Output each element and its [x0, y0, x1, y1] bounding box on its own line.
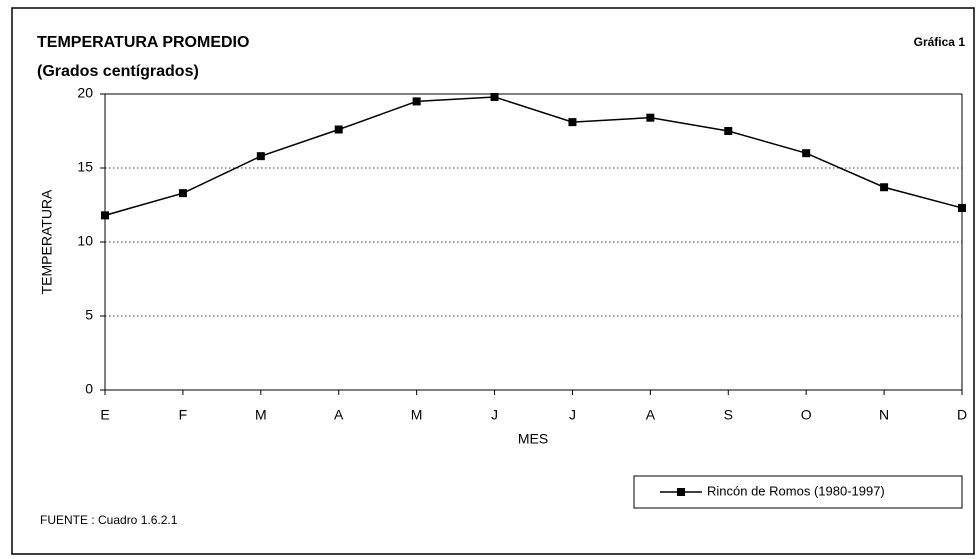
y-tick-label: 10: [77, 233, 93, 249]
x-tick-label: M: [255, 407, 267, 423]
y-axis-label: TEMPERATURA: [39, 189, 55, 294]
y-tick-label: 0: [85, 381, 93, 397]
marker: [412, 97, 421, 106]
figure-label: Gráfica 1: [914, 35, 966, 49]
legend-label: Rincón de Romos (1980-1997): [707, 483, 885, 498]
source: FUENTE : Cuadro 1.6.2.1: [40, 513, 178, 527]
x-tick-label: E: [100, 407, 109, 423]
x-tick-label: A: [334, 407, 344, 423]
x-tick-label: O: [801, 407, 812, 423]
marker: [490, 92, 499, 101]
marker: [880, 183, 889, 192]
y-tick-label: 5: [85, 307, 93, 323]
x-tick-label: M: [411, 407, 423, 423]
line: [104, 96, 963, 217]
x-tick-label: D: [957, 407, 967, 423]
marker: [724, 127, 733, 135]
x-tick-label: S: [724, 407, 733, 423]
x-tick-label: J: [491, 407, 498, 423]
marker: [178, 189, 187, 198]
x-tick-label: N: [879, 407, 889, 423]
x-axis-label: MES: [518, 431, 548, 447]
legend-marker: [677, 488, 685, 496]
marker: [568, 118, 577, 127]
marker: [646, 113, 655, 122]
x-tick-label: F: [179, 407, 188, 423]
chart-title: TEMPERATURA PROMEDIO: [37, 34, 249, 51]
marker: [958, 203, 966, 212]
frame: [11, 7, 975, 555]
y-tick-label: 20: [77, 85, 93, 101]
y-tick-label: 15: [77, 159, 93, 175]
marker: [256, 152, 265, 161]
x-tick-label: J: [569, 407, 576, 423]
marker: [334, 125, 343, 134]
marker: [101, 211, 109, 220]
marker: [802, 149, 811, 158]
x-tick-label: A: [646, 407, 656, 423]
chart-subtitle: (Grados centígrados): [37, 63, 199, 80]
